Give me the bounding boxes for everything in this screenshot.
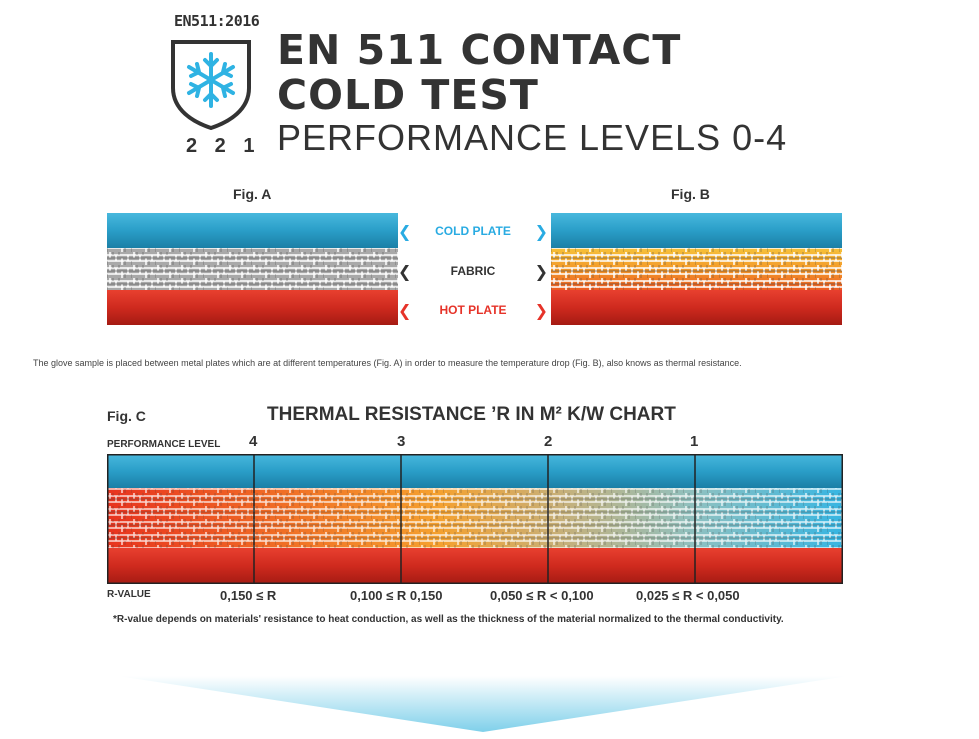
shield-icon <box>171 40 251 130</box>
footnote: *R-value depends on materials' resistanc… <box>113 614 784 625</box>
badge-rating: 2 2 1 <box>186 135 261 157</box>
fig-a-label: Fig. A <box>233 186 272 202</box>
performance-level-3: 3 <box>397 433 406 450</box>
r-value-level-3: 0,100 ≤ R 0,150 <box>350 588 443 603</box>
chevron-left-icon: ❮ <box>398 300 412 320</box>
cold-plate <box>551 213 842 248</box>
page-title-line2: COLD TEST <box>277 71 539 119</box>
cold-plate <box>107 213 398 248</box>
chevron-right-icon: ❯ <box>534 221 548 241</box>
hot-plate <box>551 290 842 325</box>
r-value-level-2: 0,050 ≤ R < 0,100 <box>490 588 594 603</box>
r-value-level-1: 0,025 ≤ R < 0,050 <box>636 588 740 603</box>
legend-cold-plate-text: COLD PLATE <box>435 224 511 238</box>
chevron-right-icon: ❯ <box>534 261 548 281</box>
performance-level-1: 1 <box>690 433 699 450</box>
hot-plate <box>107 548 843 584</box>
figure-caption: The glove sample is placed between metal… <box>33 358 742 368</box>
snowflake-icon <box>187 52 235 108</box>
fig-b-diagram <box>551 213 842 325</box>
fig-c-label: Fig. C <box>107 408 146 424</box>
page-title: EN 511 CONTACT <box>277 26 682 74</box>
r-value-label: R-VALUE <box>107 589 151 600</box>
legend-hot-plate: ❮ HOT PLATE ❯ <box>398 295 548 325</box>
r-value-level-4: 0,150 ≤ R <box>220 588 277 603</box>
legend-fabric-text: FABRIC <box>450 264 496 278</box>
legend-cold-plate: ❮ COLD PLATE ❯ <box>398 216 548 246</box>
legend-fabric: ❮ FABRIC ❯ <box>398 256 548 286</box>
performance-level-2: 2 <box>544 433 553 450</box>
cold-plate <box>107 454 843 488</box>
performance-level-label: PERFORMANCE LEVEL <box>107 439 221 450</box>
chevron-left-icon: ❮ <box>398 221 412 241</box>
fig-c-diagram <box>107 454 843 584</box>
down-chevron-icon <box>118 676 848 732</box>
chevron-left-icon: ❮ <box>398 261 412 281</box>
legend-hot-plate-text: HOT PLATE <box>439 303 507 317</box>
hot-plate <box>107 290 398 325</box>
fig-b-label: Fig. B <box>671 186 710 202</box>
chart-title: THERMAL RESISTANCE ’R IN M² K/W CHART <box>267 404 676 425</box>
chevron-right-icon: ❯ <box>534 300 548 320</box>
page-subtitle: PERFORMANCE LEVELS 0-4 <box>277 117 788 158</box>
fig-a-diagram <box>107 213 398 325</box>
badge-code: EN511:2016 <box>174 12 260 30</box>
performance-level-4: 4 <box>249 433 258 450</box>
